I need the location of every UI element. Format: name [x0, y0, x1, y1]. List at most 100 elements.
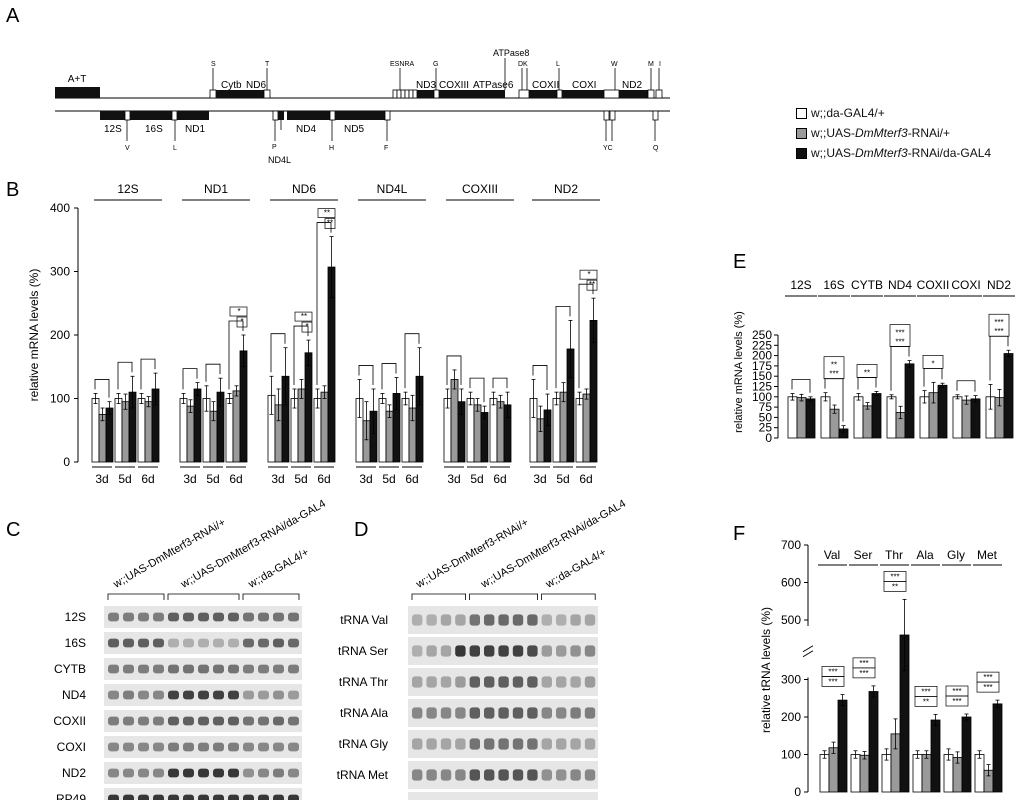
blot-band	[440, 645, 452, 657]
bar	[828, 747, 839, 793]
blot-band	[556, 614, 567, 626]
blot-band	[273, 612, 284, 622]
blot-band	[123, 664, 134, 674]
blot-band	[168, 742, 179, 752]
bar	[186, 405, 195, 463]
lane-group-header: w;;UAS-DmMterf3-RNAi/+	[413, 516, 530, 591]
blot-band	[584, 645, 596, 657]
blot-band	[426, 645, 437, 657]
blot-band	[213, 716, 224, 726]
timepoint-label: 5d	[206, 472, 219, 486]
significance-box	[823, 356, 845, 380]
blot-band	[412, 738, 423, 750]
timepoint-label: 6d	[493, 472, 506, 486]
blot-band	[123, 742, 134, 752]
blot-band	[484, 645, 495, 657]
blot-band	[469, 676, 480, 688]
significance-stars: ***	[828, 678, 837, 687]
lane-group-bracket	[242, 593, 300, 600]
bar	[575, 398, 584, 463]
panel-label-c: C	[6, 519, 20, 541]
significance-stars: *	[237, 307, 240, 316]
blot-band	[498, 738, 509, 750]
blot-band	[426, 769, 437, 781]
category-title: Ser	[854, 548, 873, 562]
y-tick-label: 200	[752, 349, 772, 363]
gene-label-nd3: ND3	[416, 80, 436, 91]
blot-band	[138, 664, 149, 674]
timepoint-label: 3d	[95, 472, 108, 486]
blot-band	[153, 638, 164, 648]
bar	[805, 398, 816, 439]
blot-row-label: tRNA Thr	[339, 675, 388, 689]
blot-band	[243, 716, 254, 726]
blot-band	[183, 690, 194, 700]
bar	[121, 401, 130, 463]
blot-band	[426, 707, 437, 719]
bar	[137, 398, 146, 463]
blot-band	[108, 794, 119, 800]
bar	[853, 396, 864, 439]
trna-i-box	[655, 89, 663, 99]
trna-g-box	[433, 89, 440, 99]
blot-band	[123, 716, 134, 726]
bar	[320, 391, 329, 463]
genotype-legend: w;;da-GAL4/+ w;;UAS- DmMterf3 -RNAi/+ w;;U…	[796, 103, 991, 163]
atpase6-block	[469, 90, 505, 98]
timepoint-label: 5d	[382, 472, 395, 486]
nd4l-block	[278, 111, 284, 120]
blot-band	[243, 612, 254, 622]
y-tick-label: 600	[781, 576, 801, 590]
gene-label-atpase6: ATPase6	[473, 80, 514, 91]
blot-band	[412, 614, 423, 626]
blot-row-label: COXI	[57, 740, 86, 754]
blot-band	[484, 614, 495, 626]
blot-band	[412, 769, 423, 781]
blot-band	[440, 738, 452, 750]
bar	[401, 398, 410, 463]
blot-band	[455, 707, 466, 719]
bar	[496, 401, 505, 463]
timepoint-label: 6d	[141, 472, 154, 486]
nd5-block	[335, 111, 385, 120]
timepoint-label: 6d	[405, 472, 418, 486]
significance-bracket	[140, 358, 156, 390]
trna-label-l: L	[556, 61, 560, 68]
nd2-block	[619, 90, 648, 98]
significance-box	[324, 218, 336, 229]
y-axis-label: relative tRNA levels (%)	[759, 607, 773, 733]
bar	[937, 384, 948, 439]
blot-band	[183, 742, 194, 752]
gene-title: COXIII	[462, 182, 498, 196]
panel-label-d: D	[354, 519, 368, 541]
significance-box	[586, 279, 598, 291]
blot-band	[527, 707, 538, 719]
blot-band	[258, 716, 269, 726]
lane-group-bracket	[167, 593, 240, 600]
panel-label-e: E	[733, 251, 746, 273]
nd4-block	[287, 111, 330, 120]
lane-group-header: w;;UAS-DmMterf3-RNAi/+	[111, 516, 228, 591]
blot-band	[168, 768, 179, 778]
significance-stars: ***	[859, 669, 868, 678]
coxiii-block	[439, 90, 469, 98]
category-title: Thr	[885, 548, 903, 562]
trna-label-f: F	[384, 145, 388, 152]
blot-band	[228, 638, 239, 648]
blot-band	[123, 768, 134, 778]
blot-band	[198, 716, 209, 726]
blot-band	[273, 716, 284, 726]
blot-band	[228, 794, 239, 800]
trna-f-box	[384, 110, 391, 121]
bar	[787, 396, 798, 439]
blot-band	[484, 676, 495, 688]
blot-row-label: RP49	[56, 792, 86, 800]
significance-bracket	[555, 305, 571, 389]
blot-band	[183, 612, 194, 622]
axis-break-mark	[802, 650, 814, 658]
significance-bracket	[293, 325, 309, 385]
nd6-block	[244, 90, 264, 98]
blot-band	[527, 645, 538, 657]
blot-band	[512, 645, 524, 657]
